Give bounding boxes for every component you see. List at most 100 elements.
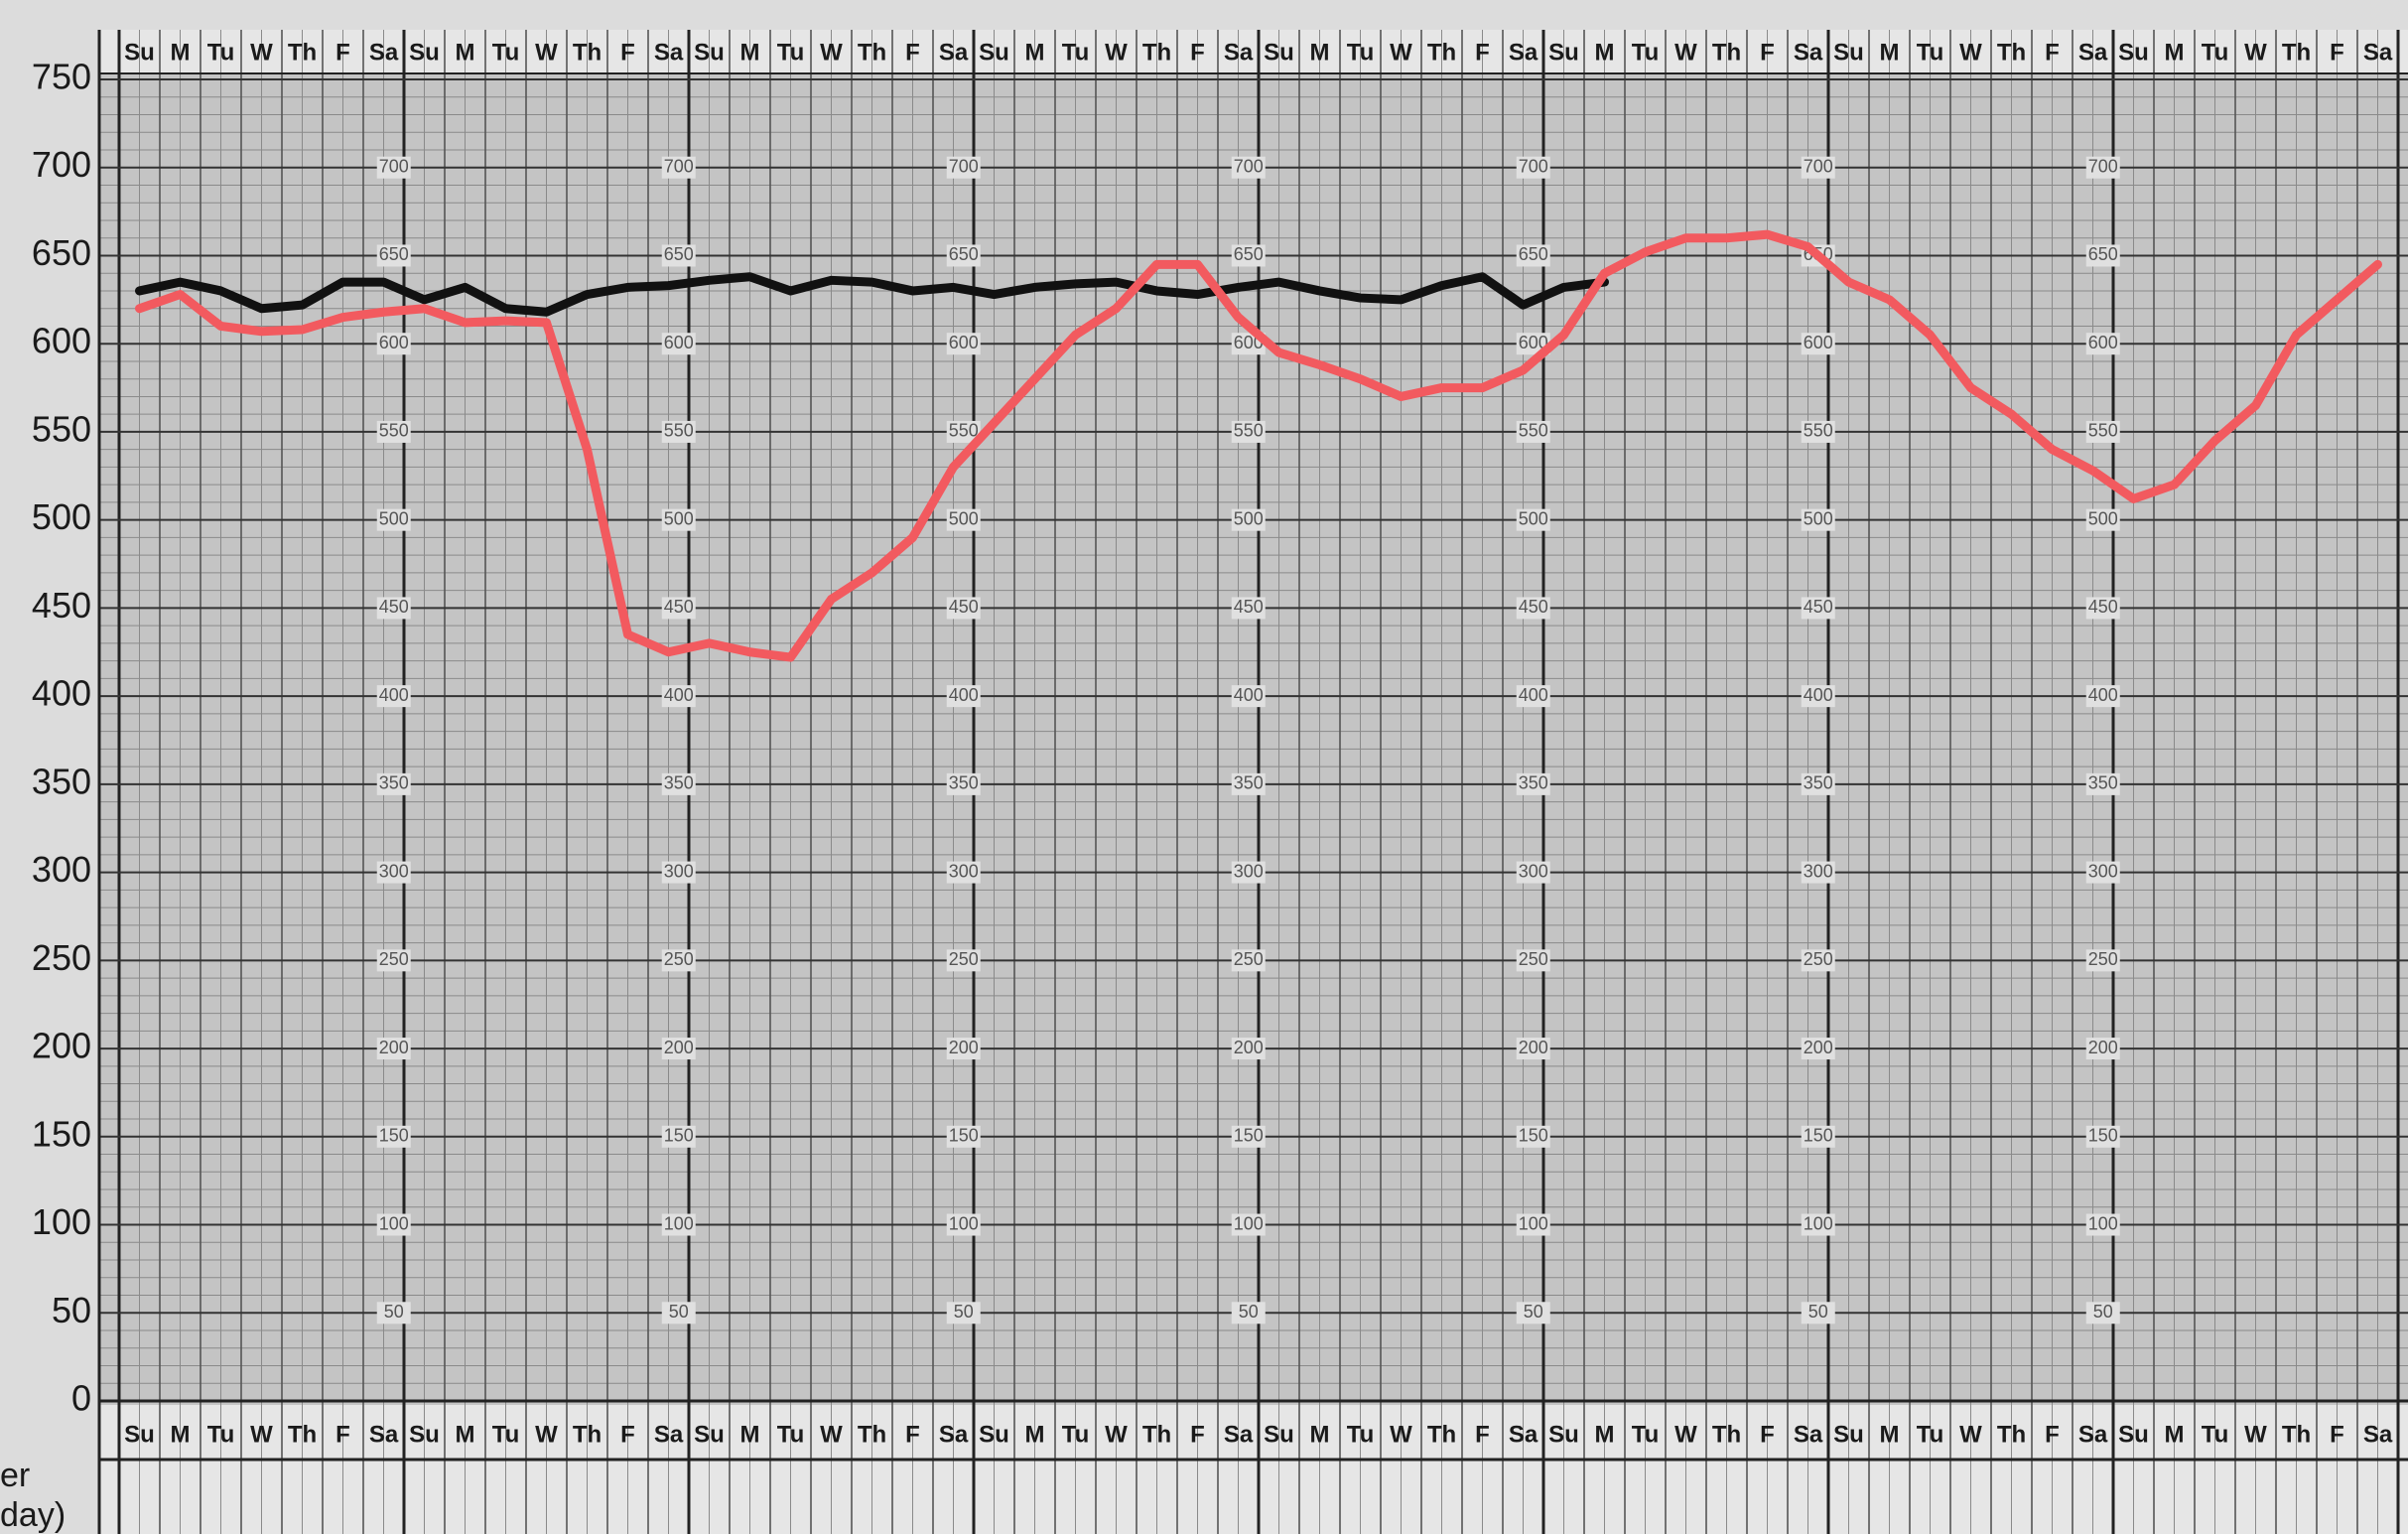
inner-tick-label: 250: [379, 949, 409, 969]
x-tick-label: Su: [694, 39, 725, 66]
inner-tick-label: 400: [664, 685, 694, 705]
inner-tick-label: 200: [1234, 1038, 1264, 1057]
x-tick-label: F: [1760, 39, 1775, 66]
x-tick-label: Sa: [939, 1421, 969, 1448]
x-tick-label: W: [2244, 39, 2267, 66]
x-tick-label: Th: [573, 1421, 602, 1448]
x-tick-label: W: [1105, 1421, 1128, 1448]
inner-tick-label: 650: [949, 244, 979, 264]
x-tick-label: Th: [1997, 39, 2026, 66]
inner-tick-label: 700: [664, 156, 694, 176]
x-tick-label: Sa: [1509, 39, 1538, 66]
x-tick-label: Tu: [2202, 39, 2229, 66]
inner-tick-label: 150: [1519, 1126, 1548, 1146]
x-tick-label: Tu: [207, 1421, 235, 1448]
x-tick-label: W: [1390, 1421, 1412, 1448]
inner-tick-label: 100: [664, 1213, 694, 1233]
y-tick-label: 100: [32, 1201, 91, 1242]
y-tick-label: 600: [32, 321, 91, 361]
inner-tick-label: 350: [949, 773, 979, 793]
x-tick-label: F: [1190, 39, 1205, 66]
x-tick-label: Tu: [207, 39, 235, 66]
inner-tick-label: 250: [1519, 949, 1548, 969]
x-tick-label: F: [1190, 1421, 1205, 1448]
inner-tick-label: 350: [664, 773, 694, 793]
x-tick-label: F: [905, 39, 920, 66]
x-tick-label: Sa: [369, 39, 399, 66]
inner-tick-label: 450: [2088, 597, 2118, 617]
annotation: day): [0, 1496, 66, 1534]
inner-tick-label: 400: [379, 685, 409, 705]
x-tick-label: Tu: [1062, 39, 1090, 66]
x-tick-label: Tu: [492, 39, 520, 66]
x-tick-label: Su: [979, 39, 1009, 66]
x-tick-label: M: [2165, 39, 2185, 66]
x-tick-label: W: [820, 1421, 843, 1448]
inner-tick-label: 400: [949, 685, 979, 705]
inner-tick-label: 650: [1234, 244, 1264, 264]
x-tick-label: Th: [288, 1421, 317, 1448]
x-tick-label: Th: [2282, 39, 2311, 66]
inner-tick-label: 550: [2088, 421, 2118, 441]
inner-tick-label: 100: [1519, 1213, 1548, 1233]
inner-tick-label: 500: [664, 508, 694, 528]
inner-tick-label: 600: [949, 333, 979, 352]
x-tick-label: F: [2045, 39, 2060, 66]
inner-tick-label: 450: [1804, 597, 1833, 617]
inner-tick-label: 600: [1804, 333, 1833, 352]
x-tick-label: M: [2165, 1421, 2185, 1448]
x-tick-label: Th: [1142, 1421, 1171, 1448]
inner-tick-label: 250: [1804, 949, 1833, 969]
x-tick-label: F: [905, 1421, 920, 1448]
x-tick-label: Su: [124, 1421, 155, 1448]
inner-tick-label: 450: [1234, 597, 1264, 617]
inner-tick-label: 600: [379, 333, 409, 352]
x-tick-label: Tu: [1917, 39, 1944, 66]
header-row: [99, 30, 2408, 73]
x-tick-label: Su: [1833, 1421, 1864, 1448]
inner-tick-label: 150: [1234, 1126, 1264, 1146]
inner-tick-label: 450: [1519, 597, 1548, 617]
x-tick-label: Tu: [1632, 1421, 1660, 1448]
inner-tick-label: 500: [1234, 508, 1264, 528]
inner-tick-label: 600: [2088, 333, 2118, 352]
x-tick-label: W: [1674, 1421, 1697, 1448]
inner-tick-label: 450: [379, 597, 409, 617]
x-tick-label: Sa: [1794, 39, 1823, 66]
x-tick-label: Th: [1142, 39, 1171, 66]
x-tick-label: Su: [2118, 39, 2149, 66]
x-tick-label: M: [171, 39, 191, 66]
inner-tick-label: 700: [1234, 156, 1264, 176]
x-tick-label: Tu: [1632, 39, 1660, 66]
inner-tick-label: 100: [949, 1213, 979, 1233]
x-tick-label: Sa: [369, 1421, 399, 1448]
x-tick-label: Tu: [777, 1421, 805, 1448]
inner-tick-label: 550: [1234, 421, 1264, 441]
x-tick-label: Th: [1997, 1421, 2026, 1448]
x-tick-label: W: [820, 39, 843, 66]
x-tick-label: Su: [1264, 1421, 1294, 1448]
inner-tick-label: 350: [379, 773, 409, 793]
inner-tick-label: 300: [1234, 861, 1264, 881]
inner-tick-label: 300: [664, 861, 694, 881]
x-tick-label: Tu: [777, 39, 805, 66]
y-tick-label: 650: [32, 232, 91, 273]
inner-tick-label: 150: [2088, 1126, 2118, 1146]
inner-tick-label: 500: [1519, 508, 1548, 528]
x-tick-label: Su: [2118, 1421, 2149, 1448]
x-tick-label: Sa: [2363, 39, 2393, 66]
x-tick-label: F: [1475, 39, 1490, 66]
x-tick-label: Sa: [1224, 1421, 1254, 1448]
inner-tick-label: 250: [2088, 949, 2118, 969]
inner-tick-label: 700: [2088, 156, 2118, 176]
inner-tick-label: 50: [669, 1302, 689, 1322]
inner-tick-label: 300: [1804, 861, 1833, 881]
inner-tick-label: 200: [664, 1038, 694, 1057]
inner-tick-label: 100: [379, 1213, 409, 1233]
x-tick-label: Su: [1548, 1421, 1579, 1448]
x-tick-label: Su: [409, 1421, 440, 1448]
x-tick-label: W: [1959, 1421, 1982, 1448]
x-tick-label: F: [620, 1421, 635, 1448]
x-tick-label: Su: [124, 39, 155, 66]
x-tick-label: M: [456, 39, 475, 66]
